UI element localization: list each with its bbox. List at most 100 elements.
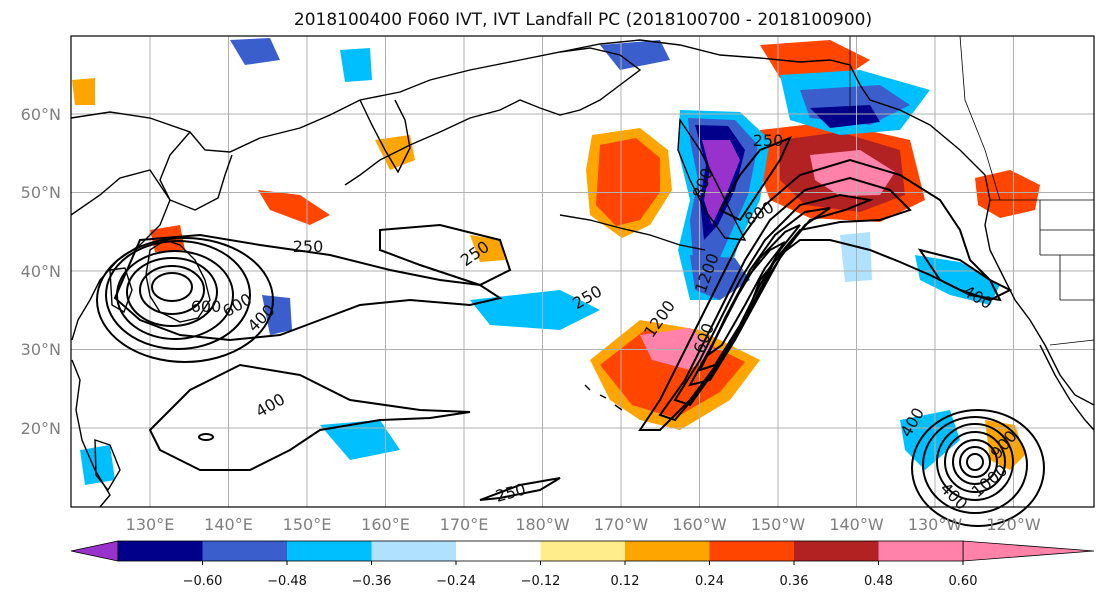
coastlines	[70, 39, 1095, 508]
ivt-contour-tc-3	[952, 439, 998, 485]
coastline-alaska-peninsula	[677, 117, 747, 241]
coastline-okhotsk	[159, 131, 233, 211]
coastline-philippines	[94, 439, 121, 492]
border-us-states	[1039, 200, 1094, 301]
ivt-contour-japan-1	[151, 272, 193, 302]
colorbar-tick-label: 0.12	[611, 574, 640, 589]
colorbar-segment	[625, 541, 710, 561]
ivt-contour-tc-4	[944, 431, 1006, 493]
pc-positive-core-bering	[596, 138, 660, 226]
pc-positive-region-alaska-north	[760, 40, 870, 80]
pc-positive-region-subtropical-storm	[985, 420, 1025, 470]
colorbar-segment	[540, 541, 625, 561]
border-bc	[959, 35, 1001, 201]
coastline-hawaii	[584, 384, 623, 411]
colorbar-tick-label: −0.12	[521, 574, 561, 589]
lon-label: 170°E	[440, 515, 489, 534]
ivt-contour-japan-5	[105, 240, 251, 350]
lon-label: 130°E	[126, 515, 175, 534]
coastline-baja	[1039, 344, 1095, 431]
pc-negative-region-west-pac	[320, 420, 400, 460]
colorbar-tick-label: −0.24	[436, 574, 476, 589]
lon-label: 170°W	[594, 515, 649, 534]
coastline-china-south	[71, 359, 111, 508]
lat-label: 40°N	[21, 262, 61, 281]
colorbar-segment	[794, 541, 879, 561]
colorbar-segment	[456, 541, 541, 561]
ivt-contour-japan-6	[96, 237, 274, 363]
ivt-contour-tc-1	[966, 453, 984, 471]
lat-label: 20°N	[21, 419, 61, 438]
pc-negative-region-japan-east	[262, 295, 292, 335]
ivt-contour-ar-north	[718, 136, 792, 222]
pc-negative-region-ne-pacific	[915, 255, 1000, 305]
colorbar-tick-label: −0.48	[267, 574, 307, 589]
contour-label: 250	[753, 131, 784, 150]
colorbar-tick-label: 0.48	[864, 574, 893, 589]
pc-positive-region-pnw	[975, 170, 1040, 218]
coastline-east-asia	[70, 169, 171, 341]
lon-label: 120°W	[986, 515, 1041, 534]
lon-label: 160°E	[361, 515, 410, 534]
lon-label: 130°W	[908, 515, 963, 534]
pc-negative-patch-2	[340, 48, 372, 82]
lat-label: 60°N	[21, 105, 61, 124]
ivt-contour-japan-outer	[113, 233, 503, 342]
ivt-contour-small-west	[198, 433, 214, 441]
ivt-contour-tc-2	[959, 446, 991, 478]
colorbar-segment	[118, 541, 203, 561]
lon-label: 140°W	[829, 515, 884, 534]
map-frame	[70, 35, 1095, 508]
coastline-siberia	[70, 47, 642, 186]
colorbar-segment	[202, 541, 287, 561]
longitude-labels: 130°E 140°E 150°E 160°E 170°E 180°W 170°…	[126, 515, 1041, 534]
ivt-contour-tc-7	[911, 409, 1045, 527]
coastline-japan	[145, 239, 211, 323]
map-title: 2018100400 F060 IVT, IVT Landfall PC (20…	[294, 10, 872, 30]
colorbar-segment	[371, 541, 456, 561]
colorbar-segment	[287, 541, 372, 561]
colorbar-extend-high	[962, 540, 1095, 562]
ivt-contour-japan-3	[126, 257, 218, 327]
ivt-contour-central-pacific	[379, 223, 512, 287]
contour-label: 250	[293, 237, 324, 256]
latitude-labels: 60°N 50°N 40°N 30°N 20°N	[21, 105, 61, 438]
ivt-contours	[96, 136, 1045, 527]
pc-negative-region-subtropical	[470, 290, 600, 330]
ivt-contour-south-pacific	[479, 477, 561, 501]
lon-label: 150°E	[283, 515, 332, 534]
colorbar-tick-label: 0.36	[780, 574, 809, 589]
political-borders	[849, 35, 1095, 346]
colorbar	[70, 540, 1095, 562]
lat-label: 50°N	[21, 183, 61, 202]
colorbar-tick-labels: −0.60 −0.48 −0.36 −0.24 −0.12 0.12 0.24 …	[183, 561, 978, 589]
pc-positive-patch-2	[470, 235, 505, 262]
ivt-contour-ar-600	[673, 193, 874, 407]
lon-label: 140°E	[204, 515, 253, 534]
coastline-alaska	[559, 39, 1095, 406]
coastline-aleutians	[559, 214, 706, 251]
lon-label: 160°W	[672, 515, 727, 534]
colorbar-tick-label: −0.60	[183, 574, 223, 589]
pc-negative-patch-4	[80, 445, 115, 485]
lon-label: 180°W	[515, 515, 570, 534]
pc-strong-negative-alaska	[702, 140, 740, 225]
lat-label: 30°N	[21, 340, 61, 359]
coastline-kamchatka	[359, 99, 411, 174]
ivt-contour-ar-1200	[705, 241, 786, 358]
lon-label: 150°W	[751, 515, 806, 534]
ivt-contour-tc-5	[936, 423, 1014, 501]
colorbar-segment	[709, 541, 794, 561]
graticule	[71, 36, 1094, 507]
colorbar-segment	[878, 541, 963, 561]
ivt-contour-west-pacific	[148, 363, 471, 471]
colorbar-extend-low	[70, 540, 119, 562]
pc-positive-region-japan	[258, 190, 330, 225]
colorbar-tick-label: −0.36	[352, 574, 392, 589]
border-us-mexico	[1049, 339, 1095, 346]
colorbar-tick-label: 0.24	[695, 574, 724, 589]
ivt-contour-tc-6	[922, 416, 1028, 514]
contour-label: 600	[191, 297, 222, 316]
colorbar-tick-label: 0.60	[949, 574, 978, 589]
